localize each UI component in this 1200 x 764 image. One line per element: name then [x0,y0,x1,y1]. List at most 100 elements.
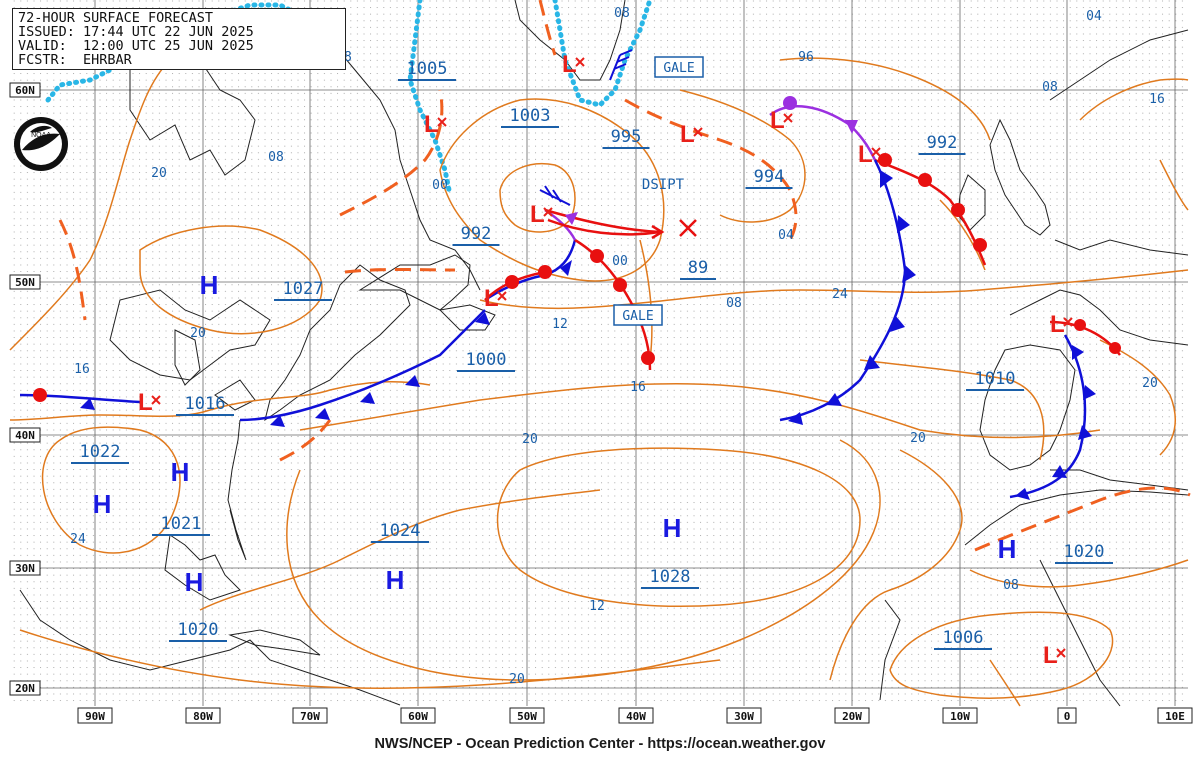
low-pressure-symbol: L [1050,311,1073,338]
isobar-label: 08 [614,6,630,21]
header-issued: ISSUED: 17:44 UTC 22 JUN 2025 [18,24,254,40]
pressure-value-text: 89 [688,258,708,278]
svg-text:10E: 10E [1165,710,1185,723]
low-pressure-symbol: L [1043,642,1066,669]
latitude-label: 40N [9,427,41,443]
high-pressure-symbol: H [171,457,190,487]
svg-text:L: L [770,107,785,134]
pressure-value-box: 89 [680,258,716,280]
svg-text:GALE: GALE [622,309,653,324]
svg-text:40N: 40N [15,429,35,442]
pressure-value-text: 1006 [943,628,984,648]
svg-text:L: L [1050,311,1065,338]
svg-text:70W: 70W [300,710,320,723]
isobar-labels: 08 08 96 08 04 16 20 08 00 00 04 12 08 24 20 16 16 20 20 20… [70,6,1165,687]
high-pressure-symbol: H [386,565,405,595]
svg-text:80W: 80W [193,710,213,723]
high-pressure-symbol: H [185,567,204,597]
longitude-label: 50W [509,707,545,724]
header-title: 72-HOUR SURFACE FORECAST [18,10,214,26]
svg-text:60N: 60N [15,84,35,97]
dot-grid [10,0,1188,706]
svg-text:L: L [562,51,577,78]
header-forecaster: FCSTR: EHRBAR [18,52,132,68]
isobar-label: 16 [74,362,90,377]
isobar-label: 12 [589,599,605,614]
isobar-label: 00 [612,254,628,269]
pressure-value-box: 1016 [176,394,234,416]
svg-text:10W: 10W [950,710,970,723]
longitude-label: 10W [942,707,978,724]
pressure-value-text: 1003 [510,106,551,126]
isobar-label: 16 [1149,92,1165,107]
low-pressure-symbol: L [484,285,507,312]
high-pressure-symbol: H [998,534,1017,564]
pressure-value-box: 994 [745,167,793,189]
pressure-value-text: 1000 [466,350,507,370]
svg-text:L: L [680,121,695,148]
graticule [10,0,1188,706]
isobar-label: 20 [190,326,206,341]
low-pressure-symbol: L [530,201,553,228]
svg-text:L: L [138,389,153,416]
pressure-value-box: 1020 [1055,542,1113,564]
svg-text:30N: 30N [15,562,35,575]
latitude-label: 30N [9,560,41,576]
low-pressure-symbol: L [680,121,703,148]
axis-labels: 60N 50N 40N 30N 20N 90W 80W 70W 60W 50W 40W 30W 20W 1… [9,82,1193,724]
low-pressure-symbol: L [424,111,447,138]
latitude-label: 20N [9,680,41,696]
high-pressure-symbol: H [663,513,682,543]
pressure-value-text: 1020 [1064,542,1105,562]
svg-text:0: 0 [1064,710,1071,723]
isobar-label: 20 [1142,376,1158,391]
longitude-label: 0 [1057,707,1077,724]
pressure-value-box: 1021 [152,514,210,536]
svg-text:L: L [858,141,873,168]
isobar-label: 00 [432,178,448,193]
svg-text:40W: 40W [626,710,646,723]
low-pressure-symbol: L [562,51,585,78]
pressure-value-box: 1020 [169,620,227,642]
pressure-value-box: 1006 [934,628,992,650]
longitude-label: 40W [618,707,654,724]
svg-text:NOAA: NOAA [31,132,51,139]
isobar-label: 08 [268,150,284,165]
isobar-label: 24 [832,287,848,302]
isobar-label: 24 [70,532,86,547]
misc-labels: DSIPT GALE GALE [613,56,704,326]
longitude-label: 30W [726,707,762,724]
pressure-value-box: 1003 [501,106,559,128]
svg-text:50N: 50N [15,276,35,289]
noaa-logo: NOAA [14,117,68,171]
pressure-value-text: 1010 [975,369,1016,389]
isobar-label: 20 [910,431,926,446]
low-pressure-symbol: L [770,107,793,134]
isobar-label: 08 [1042,80,1058,95]
low-pressure-symbol: L [858,141,881,168]
svg-text:L: L [424,111,439,138]
svg-text:L: L [1043,642,1058,669]
pressure-value-box: 992 [452,224,500,246]
pressure-value-text: 992 [461,224,492,244]
header-valid: VALID: 12:00 UTC 25 JUN 2025 [18,38,254,54]
pressure-value-box: 1000 [457,350,515,372]
pressure-value-box: 1022 [71,442,129,464]
svg-text:GALE: GALE [663,61,694,76]
high-pressure-symbol: H [200,270,219,300]
isobar-label: 20 [522,432,538,447]
isobar-label: 16 [630,380,646,395]
pressure-value-text: 1020 [178,620,219,640]
latitude-label: 60N [9,82,41,98]
longitude-label: 90W [77,707,113,724]
low-track [547,218,697,240]
dissipating-label: DSIPT [642,177,685,193]
pressure-value-box: 1024 [371,521,429,543]
latitude-label: 50N [9,274,41,290]
footer-credit: NWS/NCEP - Ocean Prediction Center - htt… [374,736,826,752]
pressure-value-box: 1010 [966,369,1024,391]
longitude-label: 10E [1157,707,1193,724]
low-centers: L L L L L L L L L L [138,51,1073,669]
